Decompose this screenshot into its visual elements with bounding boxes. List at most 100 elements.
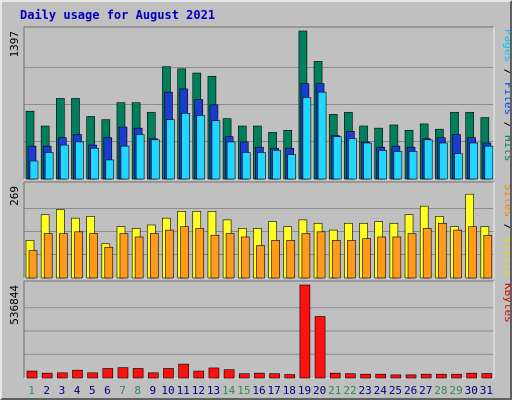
bar-pages-day-29	[454, 153, 463, 180]
bar-kbytes-day-28	[436, 373, 447, 379]
x-tick-label: 22	[343, 384, 356, 397]
bar-sites-day-16	[256, 245, 265, 279]
bar-sites-day-15	[240, 236, 250, 279]
x-tick-label: 15	[237, 384, 250, 397]
bar-sites-day-28	[438, 222, 447, 279]
bar-sites-day-18	[286, 240, 296, 279]
bar-pages-day-4	[75, 141, 84, 180]
x-tick-label: 8	[134, 384, 141, 397]
bar-pages-day-2	[44, 152, 54, 180]
series-legend: Sites / Visits	[502, 184, 510, 277]
bar-kbytes-day-11	[178, 363, 189, 379]
ymax-label: 269	[8, 186, 21, 206]
bar-kbytes-day-6	[102, 368, 114, 379]
x-tick-label: 12	[192, 384, 205, 397]
x-tick-label: 1	[28, 384, 35, 397]
bar-sites-day-30	[468, 226, 477, 279]
bar-pages-day-10	[166, 119, 175, 180]
x-tick-label: 3	[59, 384, 66, 397]
bar-pages-day-30	[469, 142, 478, 180]
bar-pages-day-8	[135, 134, 145, 180]
x-tick-label: 25	[389, 384, 402, 397]
bar-sites-day-27	[422, 228, 432, 279]
bar-kbytes-day-25	[390, 374, 402, 379]
bar-kbytes-day-15	[238, 373, 250, 379]
x-tick-label: 2	[43, 384, 50, 397]
bar-sites-day-26	[407, 233, 417, 279]
bar-pages-day-16	[257, 152, 266, 180]
bar-sites-day-5	[89, 233, 98, 279]
legend-label: Sites	[502, 184, 510, 217]
bar-pages-day-1	[29, 160, 39, 180]
bar-kbytes-day-12	[193, 370, 205, 379]
bar-sites-day-23	[362, 238, 371, 279]
ymax-label: 536844	[8, 285, 21, 325]
bar-sites-day-2	[43, 233, 53, 279]
bar-pages-day-26	[408, 151, 418, 180]
bar-kbytes-day-2	[41, 372, 53, 379]
bar-pages-day-7	[120, 145, 130, 180]
chart-title: Daily usage for August 2021	[20, 8, 215, 22]
legend-label: /	[502, 217, 510, 237]
bar-kbytes-day-20	[314, 316, 326, 379]
bar-sites-day-7	[119, 233, 129, 279]
bar-kbytes-day-31	[481, 373, 493, 379]
x-tick-label: 26	[404, 384, 417, 397]
bar-sites-day-3	[59, 233, 68, 279]
bar-kbytes-day-5	[87, 372, 98, 379]
legend-label: KBytes	[502, 283, 510, 323]
bar-pages-day-27	[423, 139, 433, 180]
legend-label: Visits	[502, 237, 510, 277]
bar-kbytes-day-13	[208, 367, 220, 379]
bar-kbytes-day-4	[72, 369, 83, 379]
bar-kbytes-day-24	[375, 373, 387, 379]
bar-pages-day-20	[317, 91, 327, 180]
bar-sites-day-9	[149, 233, 159, 279]
x-tick-label: 30	[465, 384, 478, 397]
x-tick-label: 14	[222, 384, 236, 397]
bar-pages-day-18	[287, 154, 297, 180]
x-tick-label: 20	[313, 384, 326, 397]
x-tick-label: 16	[252, 384, 265, 397]
x-tick-label: 27	[419, 384, 432, 397]
bar-kbytes-day-18	[284, 374, 296, 379]
bar-kbytes-day-16	[254, 372, 265, 379]
bar-sites-day-4	[74, 231, 83, 279]
bar-sites-day-12	[195, 228, 205, 279]
bar-sites-day-17	[271, 240, 280, 279]
bar-sites-day-20	[316, 231, 326, 279]
bar-pages-day-25	[393, 151, 403, 180]
bar-pages-day-21	[332, 136, 342, 180]
bar-pages-day-9	[150, 139, 160, 180]
legend-label: /	[502, 62, 510, 82]
x-tick-label: 31	[480, 384, 493, 397]
bar-pages-day-5	[90, 147, 99, 180]
bar-kbytes-day-7	[117, 367, 129, 379]
x-tick-label: 4	[74, 384, 81, 397]
x-tick-label: 19	[298, 384, 311, 397]
x-tick-label: 24	[374, 384, 388, 397]
bar-kbytes-day-23	[360, 373, 371, 379]
bar-pages-day-22	[348, 138, 357, 180]
bar-sites-day-22	[347, 240, 356, 279]
bar-sites-day-10	[165, 229, 174, 279]
bar-kbytes-day-8	[132, 368, 144, 379]
bar-kbytes-day-1	[26, 370, 38, 379]
bar-kbytes-day-17	[269, 373, 280, 379]
bar-sites-day-6	[104, 246, 114, 279]
bar-kbytes-day-21	[329, 372, 341, 379]
bar-pages-day-6	[105, 159, 115, 180]
bar-pages-day-3	[60, 144, 69, 180]
x-tick-label: 28	[434, 384, 447, 397]
x-tick-label: 6	[104, 384, 111, 397]
bar-kbytes-day-30	[466, 372, 477, 379]
bar-pages-day-14	[226, 141, 236, 180]
x-tick-label: 18	[283, 384, 296, 397]
x-tick-label: 23	[359, 384, 372, 397]
x-tick-label: 9	[150, 384, 157, 397]
bar-kbytes-day-27	[420, 373, 432, 379]
bar-kbytes-day-10	[163, 368, 174, 379]
bar-sites-day-24	[377, 236, 387, 279]
